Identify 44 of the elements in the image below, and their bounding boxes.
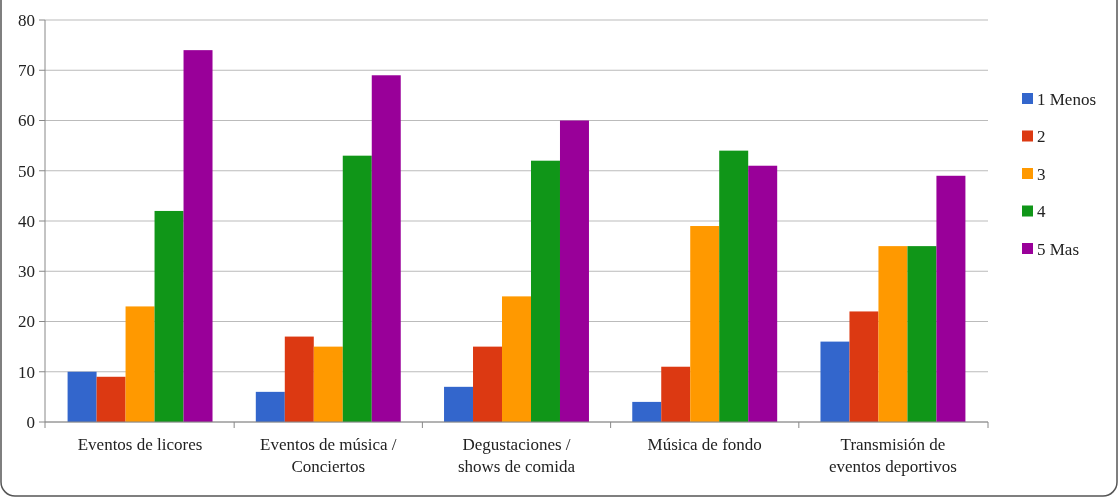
bar [936,175,966,422]
bar [255,391,285,422]
y-tick-label: 80 [18,10,35,30]
bar [67,371,97,422]
y-tick-label: 10 [18,362,35,382]
x-tick-label: Transmisión de eventos deportivos [828,435,957,476]
y-tick-label: 50 [18,161,35,181]
bar [719,150,749,422]
y-tick-label: 70 [18,61,35,81]
bar [748,165,778,422]
legend-label: 2 [1037,127,1046,147]
bar [371,75,401,422]
x-tick-label: Eventos de música / Conciertos [260,435,397,476]
x-tick-label: Música de fondo [647,435,762,454]
y-tick-label: 60 [18,111,35,131]
legend-label: 1 Menos [1037,89,1097,109]
bar [183,50,213,422]
y-tick-label: 30 [18,262,35,282]
legend-label: 5 Mas [1037,239,1080,259]
x-tick-label: Eventos de licores [77,435,203,454]
bar [690,226,720,422]
bar [559,120,589,422]
bar [125,306,155,422]
bar [342,155,372,422]
y-tick-label: 40 [18,211,35,231]
bar [878,246,908,422]
y-tick-label: 20 [18,312,35,332]
bar [849,311,879,422]
bar [444,386,474,422]
y-tick-label: 0 [26,412,35,432]
x-tick-label: Degustaciones / shows de comida [457,435,576,476]
bar [661,366,691,422]
bar [502,296,531,422]
legend-label: 3 [1037,164,1046,184]
bar [313,346,343,422]
bar [530,160,560,422]
bar [473,346,503,422]
bar [820,341,850,422]
bar [632,401,662,422]
bar [96,376,126,422]
bar [154,210,184,422]
bar [907,246,937,422]
legend-label: 4 [1037,202,1046,222]
bar [284,336,314,422]
